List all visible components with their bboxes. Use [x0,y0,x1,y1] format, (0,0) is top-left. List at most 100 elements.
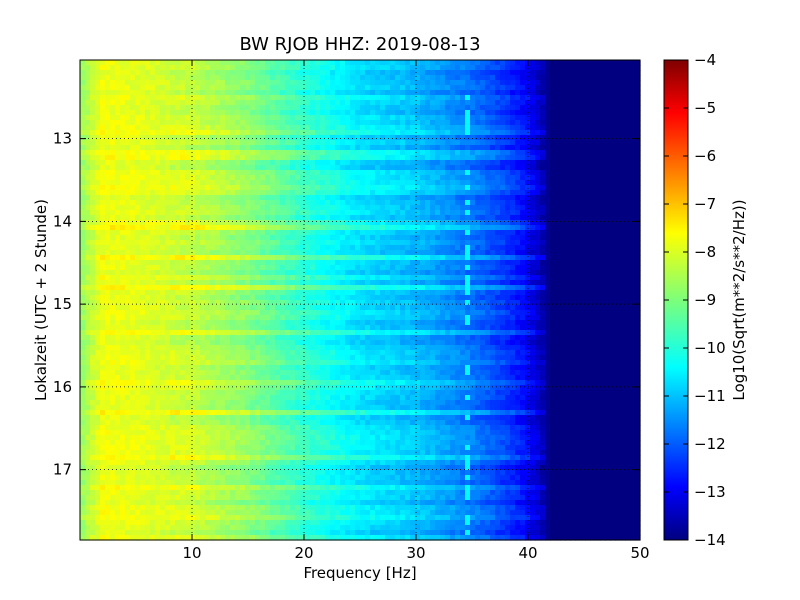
heatmap-cell [135,230,141,236]
heatmap-cell [560,235,566,241]
heatmap-cell [435,75,441,81]
heatmap-cell [150,165,156,171]
heatmap-cell [180,255,186,261]
heatmap-cell [210,155,216,161]
heatmap-cell [220,125,226,131]
heatmap-cell [455,90,461,96]
heatmap-cell [435,230,441,236]
heatmap-cell [265,145,271,151]
heatmap-cell [320,215,326,221]
heatmap-cell [195,60,201,66]
heatmap-cell [285,215,291,221]
heatmap-cell [125,80,131,86]
heatmap-cell [535,225,541,231]
heatmap-cell [555,265,561,271]
heatmap-cell [180,205,186,211]
heatmap-cell [425,235,431,241]
heatmap-cell [410,205,416,211]
heatmap-cell [305,180,311,186]
heatmap-cell [245,120,251,126]
heatmap-cell [565,250,571,256]
heatmap-cell [285,100,291,106]
heatmap-cell [620,175,626,181]
heatmap-cell [490,265,496,271]
heatmap-cell [290,120,296,126]
heatmap-cell [240,175,246,181]
heatmap-cell [630,210,636,216]
heatmap-cell [325,280,331,286]
heatmap-cell [605,135,611,141]
heatmap-cell [120,190,126,196]
heatmap-cell [550,205,556,211]
heatmap-cell [90,75,96,81]
heatmap-cell [325,170,331,176]
heatmap-cell [390,170,396,176]
heatmap-cell [480,110,486,116]
heatmap-cell [95,220,101,226]
heatmap-cell [190,250,196,256]
heatmap-cell [100,140,106,146]
heatmap-cell [290,105,296,111]
heatmap-cell [435,100,441,106]
heatmap-cell [590,150,596,156]
heatmap-cell [310,225,316,231]
heatmap-cell [125,155,131,161]
heatmap-cell [470,225,476,231]
heatmap-cell [410,220,416,226]
heatmap-cell [505,175,511,181]
heatmap-cell [630,145,636,151]
heatmap-cell [190,165,196,171]
heatmap-cell [225,175,231,181]
heatmap-cell [235,165,241,171]
heatmap-cell [400,70,406,76]
heatmap-cell [205,240,211,246]
heatmap-cell [585,115,591,121]
heatmap-cell [620,110,626,116]
heatmap-cell [210,260,216,266]
heatmap-cell [480,240,486,246]
heatmap-cell [470,265,476,271]
heatmap-cell [180,135,186,141]
heatmap-cell [485,195,491,201]
heatmap-cell [445,185,451,191]
heatmap-cell [165,180,171,186]
heatmap-cell [480,80,486,86]
heatmap-cell [580,65,586,71]
heatmap-cell [620,180,626,186]
heatmap-cell [385,70,391,76]
heatmap-cell [330,75,336,81]
heatmap-cell [595,160,601,166]
heatmap-cell [570,150,576,156]
heatmap-cell [315,145,321,151]
heatmap-cell [360,215,366,221]
heatmap-cell [475,130,481,136]
heatmap-cell [335,210,341,216]
heatmap-cell [200,130,206,136]
heatmap-cell [135,235,141,241]
heatmap-cell [340,280,346,286]
heatmap-cell [555,145,561,151]
heatmap-cell [455,255,461,261]
heatmap-cell [150,180,156,186]
heatmap-cell [315,220,321,226]
heatmap-cell [290,230,296,236]
heatmap-cell [590,155,596,161]
heatmap-cell [305,110,311,116]
heatmap-cell [460,125,466,131]
heatmap-cell [335,120,341,126]
heatmap-cell [105,230,111,236]
heatmap-cell [365,130,371,136]
heatmap-cell [90,205,96,211]
heatmap-cell [110,155,116,161]
heatmap-cell [190,185,196,191]
heatmap-cell [455,230,461,236]
heatmap-cell [465,170,471,176]
heatmap-cell [155,70,161,76]
heatmap-cell [290,150,296,156]
heatmap-cell [170,210,176,216]
heatmap-cell [245,165,251,171]
heatmap-cell [150,90,156,96]
heatmap-cell [105,95,111,101]
heatmap-cell [505,60,511,66]
heatmap-cell [550,145,556,151]
